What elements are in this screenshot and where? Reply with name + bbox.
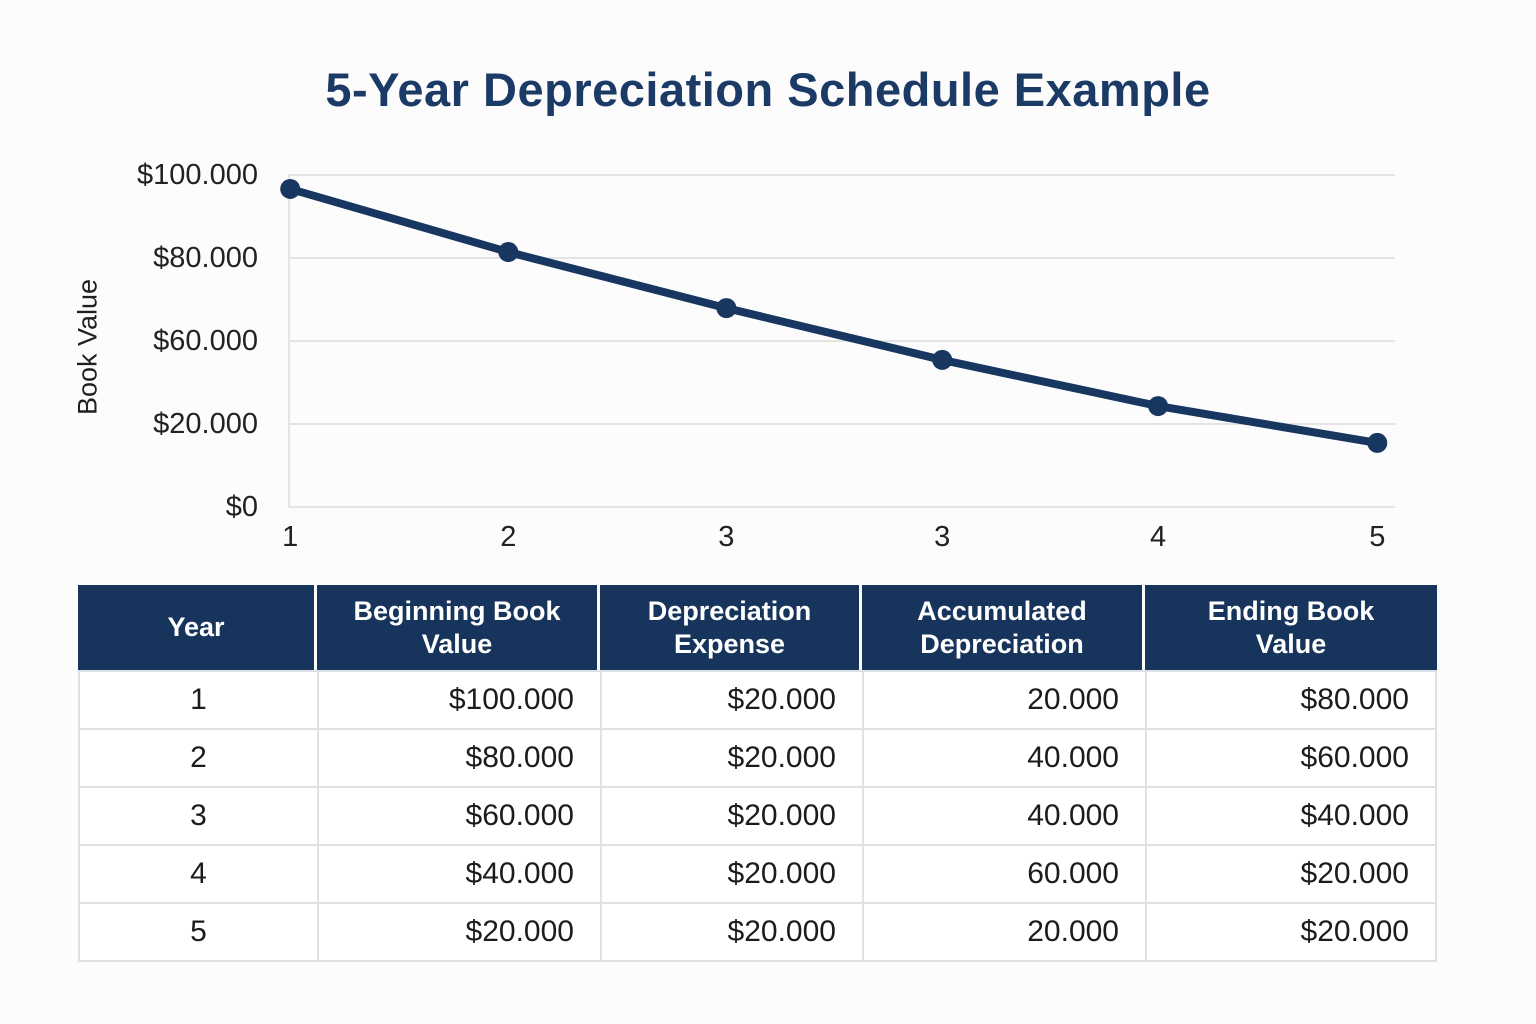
y-tick-label: $20.000: [153, 408, 258, 440]
table-cell: $80.000: [1300, 683, 1409, 716]
table-header-cell: Depreciation Expense: [600, 585, 862, 670]
table-cell: 5: [80, 904, 319, 960]
y-tick-label: $0: [225, 491, 258, 523]
data-point-marker: [1148, 396, 1169, 417]
table-cell: $40.000: [1300, 799, 1409, 832]
table-cell: $20.000: [602, 788, 864, 844]
table-header-cell: Beginning Book Value: [317, 585, 600, 670]
table-cell: $20.000: [602, 846, 864, 902]
table-cell: $20.000: [319, 904, 602, 960]
table-cell: 20.000: [864, 672, 1147, 728]
book-value-series: [280, 178, 1388, 453]
table-body: 1 $100.000 $20.000 20.000 $80.000 2 $80.000 $20…: [78, 670, 1437, 962]
x-tick-label: 5: [1369, 521, 1386, 553]
gridline: [288, 257, 1395, 259]
y-tick-label: $80.000: [153, 242, 258, 274]
table-row: 4 $40.000 $20.000 60.000 $20.000: [80, 846, 1435, 904]
data-point-marker: [716, 298, 737, 319]
table-row: 1 $100.000 $20.000 20.000 $80.000: [80, 672, 1435, 730]
depreciation-schedule-table: Year Beginning Book Value Depreciation Exp…: [78, 585, 1437, 962]
x-axis-tick-labels: 1 2 3 3 4 5: [282, 521, 1395, 559]
table-cell: $20.000: [1300, 857, 1409, 890]
table-row: 5 $20.000 $20.000 20.000 $20.000: [80, 904, 1435, 960]
data-point-marker: [1367, 432, 1388, 453]
table-cell: $20.000: [1300, 915, 1409, 948]
table-header-cell: Accumulated Depreciation: [862, 585, 1145, 670]
table-cell: 3: [80, 788, 319, 844]
table-cell: 40.000: [864, 788, 1147, 844]
table-cell: $40.000: [319, 846, 602, 902]
table-cell: 20.000: [864, 904, 1147, 960]
x-tick-label: 3: [718, 521, 735, 553]
table-cell: $60.000: [319, 788, 602, 844]
table-cell: $80.000: [319, 730, 602, 786]
table-cell: $20.000: [602, 904, 864, 960]
table-cell: 40.000: [864, 730, 1147, 786]
y-tick-label: $100.000: [137, 159, 258, 191]
table-cell: 1: [80, 672, 319, 728]
y-axis-tick-labels: $100.000 $80.000 $60.000 $20.000 $0: [0, 159, 258, 523]
table-cell: $60.000: [1300, 741, 1409, 774]
table-header-cell: Ending Book Value: [1145, 585, 1437, 670]
x-tick-label: 4: [1150, 521, 1167, 553]
x-tick-label: 1: [282, 521, 299, 553]
x-tick-label: 3: [934, 521, 951, 553]
table-cell: 60.000: [864, 846, 1147, 902]
gridline: [288, 174, 1395, 176]
gridline: [288, 340, 1395, 342]
table-header-cell: Year: [78, 585, 317, 670]
gridline: [288, 423, 1395, 425]
table-cell: $100.000: [319, 672, 602, 728]
table-cell: $20.000: [602, 730, 864, 786]
table-cell: 2: [80, 730, 319, 786]
data-point-marker: [280, 178, 301, 199]
table-row: 3 $60.000 $20.000 40.000 $40.000: [80, 788, 1435, 846]
plot-area: [280, 174, 1395, 508]
gridline: [288, 506, 1395, 508]
table-row: 2 $80.000 $20.000 40.000 $60.000: [80, 730, 1435, 788]
table-header-row: Year Beginning Book Value Depreciation Exp…: [78, 585, 1437, 670]
table-cell: 4: [80, 846, 319, 902]
table-cell: $20.000: [602, 672, 864, 728]
x-tick-label: 2: [500, 521, 517, 553]
series-line: [286, 184, 1382, 447]
page-title: 5-Year Depreciation Schedule Example: [325, 63, 1211, 116]
data-point-marker: [498, 242, 519, 263]
data-point-marker: [932, 349, 953, 370]
y-tick-label: $60.000: [153, 325, 258, 357]
